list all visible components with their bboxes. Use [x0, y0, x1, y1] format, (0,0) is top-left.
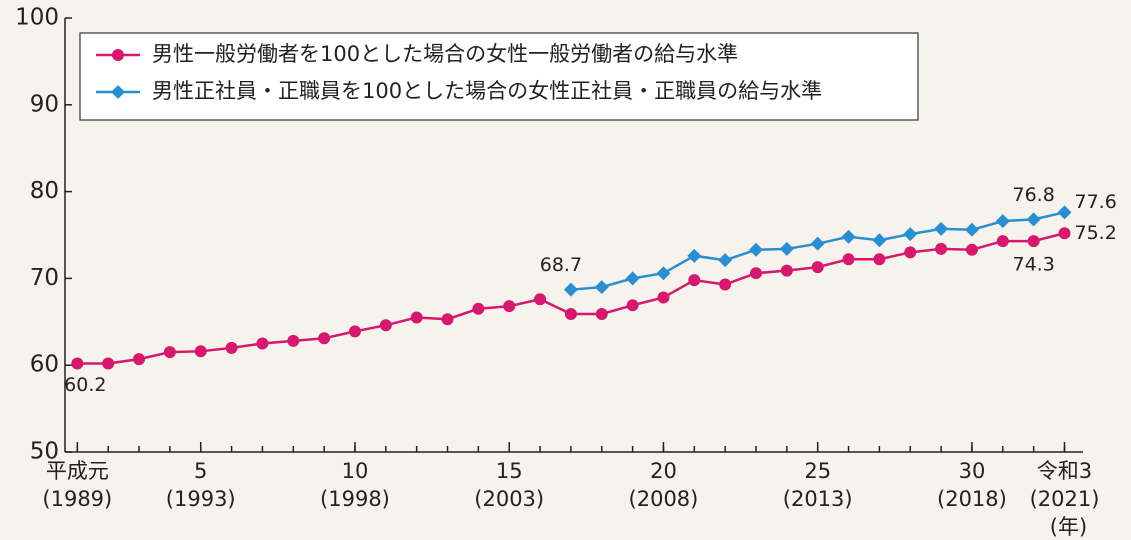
point: [873, 253, 886, 266]
point: [996, 235, 1009, 248]
data-label: 75.2: [1074, 222, 1116, 244]
point: [657, 291, 670, 304]
x-tick-label-line: (2008): [629, 487, 699, 511]
point: [750, 267, 763, 280]
point: [287, 334, 300, 347]
legend-marker: [112, 49, 124, 61]
data-label: 76.8: [1012, 184, 1054, 206]
x-tick-label-line: 25: [804, 459, 831, 483]
point: [441, 313, 454, 326]
legend-label: 男性一般労働者を100とした場合の女性一般労働者の給与水準: [152, 42, 738, 66]
point: [1058, 227, 1071, 240]
series-line: [570, 211, 1065, 291]
point: [595, 307, 608, 320]
point: [810, 236, 825, 251]
legend-marker: [111, 85, 125, 99]
x-tick-label-line: (1989): [42, 487, 112, 511]
x-tick-label-line: 10: [342, 459, 369, 483]
point: [904, 246, 917, 259]
x-tick-label-line: (2013): [783, 487, 853, 511]
x-tick-label: 15 (2003): [474, 459, 544, 511]
point: [194, 345, 207, 358]
x-tick-label-line: 15: [496, 459, 523, 483]
point: [842, 253, 855, 266]
point: [1057, 205, 1072, 220]
x-tick-label: 30 (2018): [937, 459, 1007, 511]
point: [225, 341, 238, 354]
x-tick-label-line: 平成元: [46, 459, 109, 483]
point: [534, 293, 547, 306]
x-unit: (年): [1050, 515, 1087, 539]
point: [318, 332, 331, 345]
point: [348, 325, 361, 338]
y-tick-label: 80: [30, 178, 59, 204]
point: [688, 274, 701, 287]
point: [687, 248, 702, 263]
x-tick-label-line: 令和3: [1037, 459, 1092, 483]
y-tick-label: 90: [30, 91, 59, 117]
data-label: 74.3: [1012, 254, 1054, 276]
point: [71, 357, 84, 370]
point: [102, 357, 115, 370]
point: [625, 271, 640, 286]
point: [749, 242, 764, 257]
point: [133, 353, 146, 366]
legend-label: 男性正社員・正職員を100とした場合の女性正社員・正職員の給与水準: [152, 79, 822, 103]
point: [564, 307, 577, 320]
x-tick-label-line: 20: [650, 459, 677, 483]
point: [903, 227, 918, 242]
point: [995, 214, 1010, 229]
point: [656, 266, 671, 281]
point: [780, 264, 793, 277]
point: [472, 302, 485, 315]
point: [503, 300, 516, 313]
point: [718, 253, 733, 268]
point: [626, 299, 639, 312]
x-tick-label: 25 (2013): [783, 459, 853, 511]
x-tick-label-line: (2021): [1030, 487, 1100, 511]
point: [811, 261, 824, 274]
point: [964, 222, 979, 237]
y-tick-label: 70: [30, 265, 59, 291]
x-tick-label: 20 (2008): [629, 459, 699, 511]
point: [1026, 212, 1041, 227]
point: [935, 242, 948, 255]
point: [841, 229, 856, 244]
legend-box: [79, 32, 919, 121]
y-tick-label: 50: [30, 439, 59, 465]
y-tick-label: 100: [15, 5, 59, 31]
point: [779, 241, 794, 256]
x-tick-label: 令和3 (2021): [1030, 459, 1100, 511]
x-tick-label-line: 30: [959, 459, 986, 483]
data-label: 68.7: [540, 254, 582, 276]
point: [563, 282, 578, 297]
point: [594, 280, 609, 295]
x-tick-label: 平成元 (1989): [42, 459, 112, 511]
point: [872, 233, 887, 248]
point: [1027, 235, 1040, 248]
data-label: 60.2: [64, 374, 106, 396]
x-tick-label-line: (2018): [937, 487, 1007, 511]
x-tick-label: 10 (1998): [320, 459, 390, 511]
point: [965, 243, 978, 256]
x-tick-label-line: (2003): [474, 487, 544, 511]
point: [934, 221, 949, 236]
x-tick-label: 5 (1993): [166, 459, 236, 511]
point: [379, 319, 392, 332]
point: [163, 346, 176, 359]
point: [719, 278, 732, 291]
x-tick-label-line: 5: [194, 459, 207, 483]
point: [256, 337, 269, 350]
series-line: [77, 232, 1065, 365]
y-tick-label: 60: [30, 352, 59, 378]
data-label: 77.6: [1074, 191, 1116, 213]
x-tick-label-line: (1998): [320, 487, 390, 511]
x-tick-label-line: (1993): [166, 487, 236, 511]
point: [410, 311, 423, 324]
